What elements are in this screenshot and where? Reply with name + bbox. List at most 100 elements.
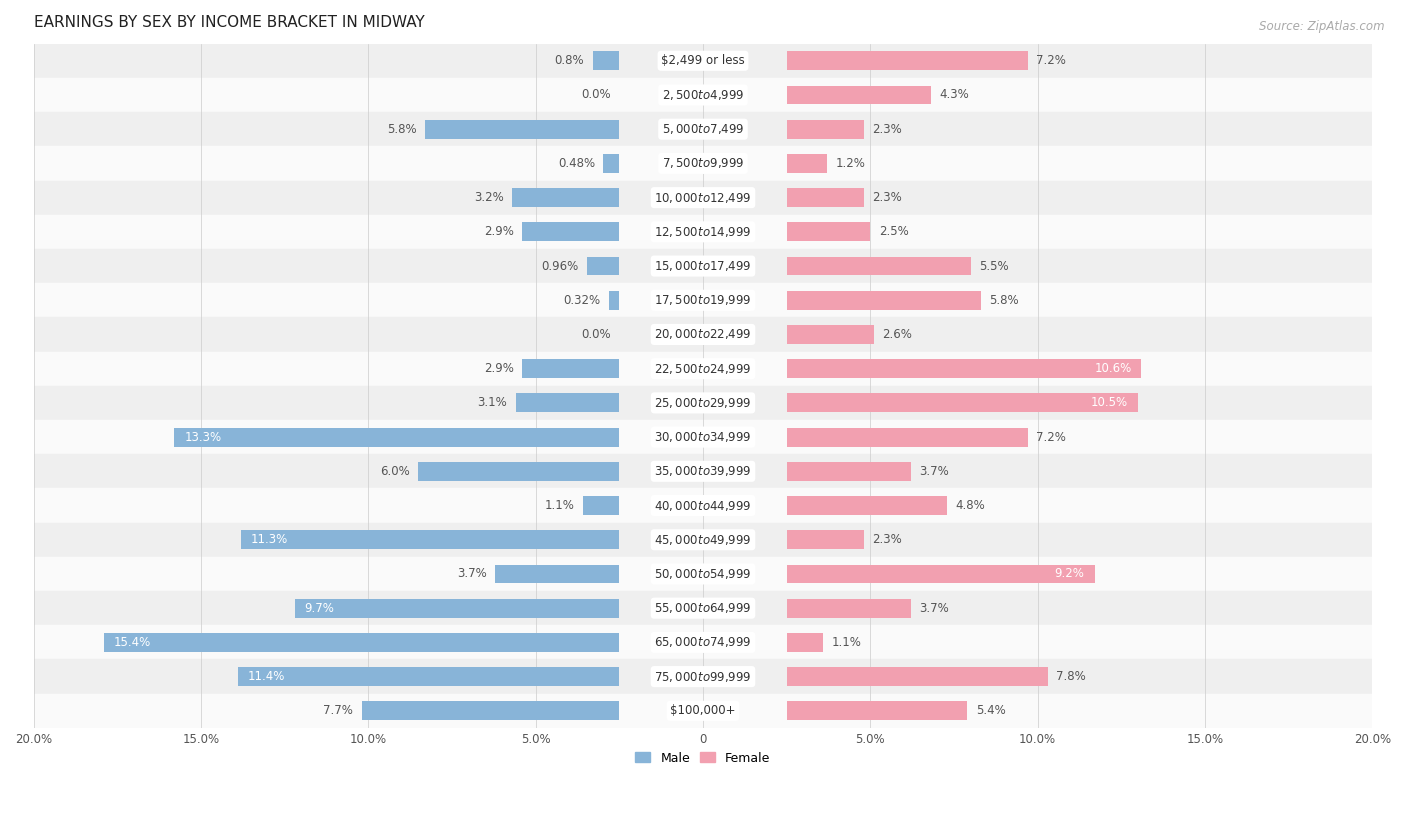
Bar xyxy=(361,702,619,720)
Bar xyxy=(495,564,619,584)
Text: $100,000+: $100,000+ xyxy=(671,704,735,717)
Bar xyxy=(787,530,863,549)
Text: $2,500 to $4,999: $2,500 to $4,999 xyxy=(662,88,744,102)
Text: 9.7%: 9.7% xyxy=(305,602,335,615)
Bar xyxy=(787,496,948,515)
Text: 10.5%: 10.5% xyxy=(1091,397,1128,410)
Bar xyxy=(787,564,1095,584)
Text: $7,500 to $9,999: $7,500 to $9,999 xyxy=(662,156,744,171)
Text: 0.96%: 0.96% xyxy=(541,259,579,272)
Bar xyxy=(295,598,619,618)
Bar xyxy=(34,317,1372,351)
Bar xyxy=(516,393,619,412)
Text: $55,000 to $64,999: $55,000 to $64,999 xyxy=(654,601,752,615)
Text: $65,000 to $74,999: $65,000 to $74,999 xyxy=(654,636,752,650)
Bar xyxy=(34,351,1372,386)
Text: 3.2%: 3.2% xyxy=(474,191,503,204)
Text: $2,499 or less: $2,499 or less xyxy=(661,54,745,67)
Bar xyxy=(34,489,1372,523)
Bar xyxy=(592,51,619,70)
Text: 2.9%: 2.9% xyxy=(484,225,513,238)
Text: 2.3%: 2.3% xyxy=(872,123,901,136)
Text: $22,500 to $24,999: $22,500 to $24,999 xyxy=(654,362,752,376)
Text: 3.7%: 3.7% xyxy=(920,465,949,478)
Text: $30,000 to $34,999: $30,000 to $34,999 xyxy=(654,430,752,444)
Text: 4.8%: 4.8% xyxy=(956,499,986,512)
Text: $25,000 to $29,999: $25,000 to $29,999 xyxy=(654,396,752,410)
Text: 2.6%: 2.6% xyxy=(882,328,912,341)
Text: 3.7%: 3.7% xyxy=(457,567,486,580)
Text: 2.9%: 2.9% xyxy=(484,362,513,375)
Text: 5.8%: 5.8% xyxy=(990,293,1019,307)
Text: 3.7%: 3.7% xyxy=(920,602,949,615)
Bar xyxy=(34,215,1372,249)
Text: 7.7%: 7.7% xyxy=(323,704,353,717)
Bar xyxy=(588,257,619,276)
Text: 5.4%: 5.4% xyxy=(976,704,1005,717)
Text: 7.2%: 7.2% xyxy=(1036,431,1066,444)
Bar xyxy=(522,223,619,241)
Text: 9.2%: 9.2% xyxy=(1054,567,1084,580)
Bar xyxy=(512,189,619,207)
Text: 0.48%: 0.48% xyxy=(558,157,595,170)
Bar xyxy=(787,667,1047,686)
Bar xyxy=(34,659,1372,693)
Text: 0.8%: 0.8% xyxy=(554,54,583,67)
Bar xyxy=(787,598,911,618)
Text: 10.6%: 10.6% xyxy=(1094,362,1132,375)
Bar xyxy=(34,591,1372,625)
Text: $20,000 to $22,499: $20,000 to $22,499 xyxy=(654,328,752,341)
Bar xyxy=(787,257,970,276)
Text: 0.0%: 0.0% xyxy=(581,328,612,341)
Bar xyxy=(34,523,1372,557)
Bar xyxy=(34,180,1372,215)
Bar xyxy=(34,557,1372,591)
Bar xyxy=(787,462,911,480)
Bar xyxy=(34,249,1372,283)
Text: 7.2%: 7.2% xyxy=(1036,54,1066,67)
Bar xyxy=(34,146,1372,180)
Bar xyxy=(787,359,1142,378)
Bar xyxy=(34,693,1372,728)
Bar xyxy=(787,51,1028,70)
Text: 5.5%: 5.5% xyxy=(979,259,1008,272)
Text: $12,500 to $14,999: $12,500 to $14,999 xyxy=(654,225,752,239)
Text: 15.4%: 15.4% xyxy=(114,636,152,649)
Bar xyxy=(787,702,967,720)
Bar xyxy=(238,667,619,686)
Text: Source: ZipAtlas.com: Source: ZipAtlas.com xyxy=(1260,20,1385,33)
Text: 11.4%: 11.4% xyxy=(247,670,285,683)
Text: EARNINGS BY SEX BY INCOME BRACKET IN MIDWAY: EARNINGS BY SEX BY INCOME BRACKET IN MID… xyxy=(34,15,425,30)
Bar xyxy=(787,223,870,241)
Text: $40,000 to $44,999: $40,000 to $44,999 xyxy=(654,498,752,512)
Text: 2.3%: 2.3% xyxy=(872,533,901,546)
Text: 11.3%: 11.3% xyxy=(252,533,288,546)
Text: $35,000 to $39,999: $35,000 to $39,999 xyxy=(654,464,752,478)
Bar xyxy=(787,85,931,104)
Bar xyxy=(787,189,863,207)
Text: 6.0%: 6.0% xyxy=(381,465,411,478)
Bar xyxy=(603,154,619,173)
Text: $10,000 to $12,499: $10,000 to $12,499 xyxy=(654,190,752,205)
Text: 13.3%: 13.3% xyxy=(184,431,221,444)
Text: 0.0%: 0.0% xyxy=(581,89,612,102)
Bar xyxy=(34,283,1372,317)
Bar xyxy=(34,112,1372,146)
Text: $45,000 to $49,999: $45,000 to $49,999 xyxy=(654,533,752,547)
Bar xyxy=(34,625,1372,659)
Text: 1.1%: 1.1% xyxy=(832,636,862,649)
Bar xyxy=(787,154,827,173)
Text: 4.3%: 4.3% xyxy=(939,89,969,102)
Bar xyxy=(34,454,1372,489)
Bar xyxy=(240,530,619,549)
Bar xyxy=(34,420,1372,454)
Bar xyxy=(174,428,619,446)
Bar xyxy=(787,428,1028,446)
Bar xyxy=(787,633,824,652)
Bar xyxy=(34,44,1372,78)
Bar xyxy=(34,78,1372,112)
Text: $15,000 to $17,499: $15,000 to $17,499 xyxy=(654,259,752,273)
Text: 0.32%: 0.32% xyxy=(564,293,600,307)
Bar xyxy=(419,462,619,480)
Text: 5.8%: 5.8% xyxy=(387,123,416,136)
